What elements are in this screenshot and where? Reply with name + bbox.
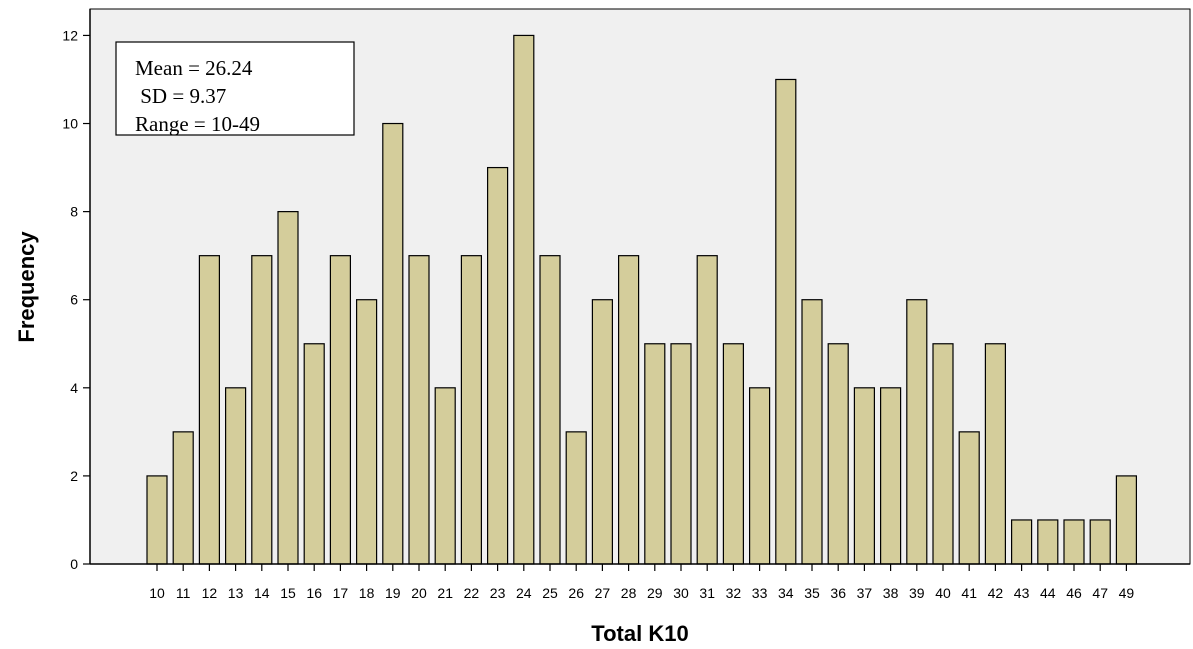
x-axis: 10 11 12 13 14 15 16 17 18 19 20 21 22 23 24 25 26 27 28 29… xyxy=(90,563,1190,601)
x-tick-label: 10 xyxy=(149,585,165,601)
bar-37 xyxy=(853,387,876,565)
stats-annotation-box: Mean = 26.24 SD = 9.37 Range = 10-49 xyxy=(115,41,355,136)
stats-box-frame xyxy=(115,41,355,136)
bar-47 xyxy=(1089,519,1111,565)
x-tick-label: 29 xyxy=(647,585,663,601)
x-tick-label: 33 xyxy=(752,585,768,601)
x-tick-label: 28 xyxy=(621,585,637,601)
bars-layer xyxy=(146,34,1138,565)
bar-24 xyxy=(513,34,535,565)
y-tick-label: 6 xyxy=(70,292,78,308)
x-tick-label: 40 xyxy=(935,585,951,601)
x-tick-label: 18 xyxy=(359,585,375,601)
x-tick-label: 47 xyxy=(1092,585,1108,601)
bar-49 xyxy=(1115,475,1138,565)
bar-21 xyxy=(434,387,456,565)
x-tick-label: 23 xyxy=(490,585,506,601)
bar-34 xyxy=(775,78,797,565)
x-tick-label: 44 xyxy=(1040,585,1056,601)
bar-15 xyxy=(277,211,299,565)
bar-30 xyxy=(670,343,692,565)
x-tick-label: 17 xyxy=(333,585,349,601)
stats-mean: Mean = 26.24 xyxy=(135,56,253,80)
bar-16 xyxy=(303,343,325,565)
bar-27 xyxy=(591,299,614,565)
bar-44 xyxy=(1037,519,1059,565)
stats-range: Range = 10-49 xyxy=(135,112,260,136)
x-tick-label: 42 xyxy=(988,585,1004,601)
bar-19 xyxy=(382,122,404,565)
bar-10 xyxy=(146,475,168,565)
x-axis-title: Total K10 xyxy=(591,621,688,646)
x-tick-label: 22 xyxy=(464,585,480,601)
bar-36 xyxy=(827,343,849,565)
bar-33 xyxy=(748,387,771,565)
bar-29 xyxy=(644,343,666,565)
x-tick-label: 43 xyxy=(1014,585,1030,601)
x-tick-label: 36 xyxy=(830,585,846,601)
y-tick-label: 12 xyxy=(62,27,78,43)
x-tick-label: 32 xyxy=(726,585,742,601)
bar-13 xyxy=(225,387,247,565)
x-tick-label: 20 xyxy=(411,585,427,601)
x-tick-label: 24 xyxy=(516,585,532,601)
y-tick-label: 4 xyxy=(70,380,78,396)
y-tick-label: 10 xyxy=(62,116,78,132)
bar-22 xyxy=(460,255,482,565)
y-tick-label: 2 xyxy=(70,468,78,484)
bar-28 xyxy=(617,255,640,565)
x-tick-label: 11 xyxy=(176,585,191,601)
x-tick-label: 38 xyxy=(883,585,899,601)
bar-39 xyxy=(906,299,928,565)
x-tick-label: 16 xyxy=(306,585,322,601)
x-tick-label: 15 xyxy=(280,585,296,601)
y-axis: 0 2 4 6 8 10 12 xyxy=(62,9,91,572)
x-tick-label: 27 xyxy=(595,585,611,601)
stats-sd: SD = 9.37 xyxy=(135,84,226,108)
x-tick-label: 25 xyxy=(542,585,558,601)
bar-26 xyxy=(565,431,587,565)
x-tick-label: 31 xyxy=(699,585,715,601)
bar-20 xyxy=(408,255,430,565)
bar-31 xyxy=(696,255,718,565)
x-tick-label: 12 xyxy=(202,585,218,601)
bar-41 xyxy=(958,431,980,565)
y-axis-title: Frequency xyxy=(14,231,39,343)
x-tick-label: 14 xyxy=(254,585,270,601)
bar-42 xyxy=(984,343,1007,565)
x-tick-label: 39 xyxy=(909,585,925,601)
x-tick-label: 30 xyxy=(673,585,689,601)
bar-46 xyxy=(1063,519,1085,565)
bar-25 xyxy=(539,255,561,565)
y-tick-label: 0 xyxy=(70,556,78,572)
bar-32 xyxy=(722,343,745,565)
bar-12 xyxy=(198,255,220,565)
bar-43 xyxy=(1010,519,1033,565)
bar-18 xyxy=(356,299,378,565)
bar-14 xyxy=(251,255,273,565)
x-tick-label: 19 xyxy=(385,585,401,601)
x-tick-label: 41 xyxy=(961,585,977,601)
x-tick-label: 35 xyxy=(804,585,820,601)
bar-38 xyxy=(879,387,902,565)
bar-17 xyxy=(329,255,351,565)
x-tick-label: 26 xyxy=(568,585,584,601)
bar-11 xyxy=(172,431,194,565)
bar-40 xyxy=(932,343,954,565)
x-tick-label: 46 xyxy=(1066,585,1082,601)
x-tick-label: 34 xyxy=(778,585,794,601)
x-tick-label: 37 xyxy=(857,585,873,601)
bar-35 xyxy=(801,299,823,565)
bar-23 xyxy=(487,166,509,565)
y-tick-label: 8 xyxy=(70,204,78,220)
x-tick-label: 49 xyxy=(1119,585,1135,601)
x-tick-label: 13 xyxy=(228,585,244,601)
x-tick-label: 21 xyxy=(437,585,453,601)
